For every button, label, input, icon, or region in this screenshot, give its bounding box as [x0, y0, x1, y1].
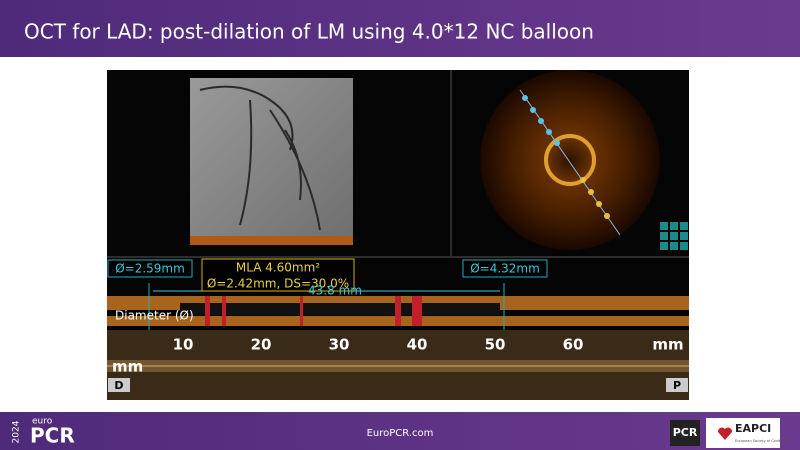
- view-icon: [660, 222, 688, 250]
- slide-title: OCT for LAD: post-dilation of LM using 4…: [24, 20, 594, 44]
- lumen: [544, 134, 596, 186]
- scale-tick-label: 10: [173, 336, 194, 354]
- scale-tick-label: 40: [407, 336, 428, 354]
- pcr-logo-text: PCR: [673, 426, 698, 439]
- scale-tick-label: 30: [329, 336, 350, 354]
- left-diameter: Ø=2.59mm: [115, 262, 185, 276]
- length: 43.8 mm: [308, 284, 362, 298]
- footer-brand-small: euro: [32, 417, 53, 427]
- distal-tag: [108, 378, 130, 392]
- eapci-logo: [706, 418, 780, 448]
- scale: 10 20 30 40 50 60: [173, 336, 584, 354]
- mla: MLA 4.60mm²: [236, 261, 320, 275]
- scale-unit: mm: [652, 336, 683, 354]
- distal: D: [114, 379, 123, 392]
- eapci-text: EAPCI: [735, 422, 771, 435]
- cut-line: [519, 89, 621, 236]
- lumen-flags: [205, 296, 422, 326]
- right-diameter: Ø=4.32mm: [470, 262, 540, 276]
- eapci-heart: [717, 427, 733, 440]
- vessels: [199, 85, 321, 231]
- diameter-trace: [180, 303, 500, 315]
- proximal-tag: [666, 378, 688, 392]
- left-unit: mm: [112, 358, 143, 376]
- angiogram: [190, 78, 353, 245]
- footer-url: EuroPCR.com: [367, 428, 434, 439]
- footer-year: 2024: [12, 420, 22, 443]
- label-box: [107, 259, 193, 278]
- oct-cross-section: [480, 70, 660, 250]
- eapci-sub: European Society of Cardiology: [735, 439, 790, 443]
- pcr-logo: [670, 420, 700, 446]
- label-box: [462, 259, 548, 278]
- diameter-label: Diameter (Ø): [115, 309, 194, 323]
- scale-tick-label: 50: [485, 336, 506, 354]
- scale-tick-label: 20: [251, 336, 272, 354]
- mla-detail: Ø=2.42mm, DS=30.0%: [207, 277, 349, 291]
- angio-bar: [190, 236, 353, 245]
- footer-bar: [0, 412, 800, 450]
- cut-markers: [522, 95, 610, 219]
- label-box: [201, 258, 355, 292]
- scale-tick-label: 60: [563, 336, 584, 354]
- footer-brand: PCR: [30, 424, 75, 448]
- proximal: P: [673, 379, 681, 392]
- header-bar: [0, 0, 800, 57]
